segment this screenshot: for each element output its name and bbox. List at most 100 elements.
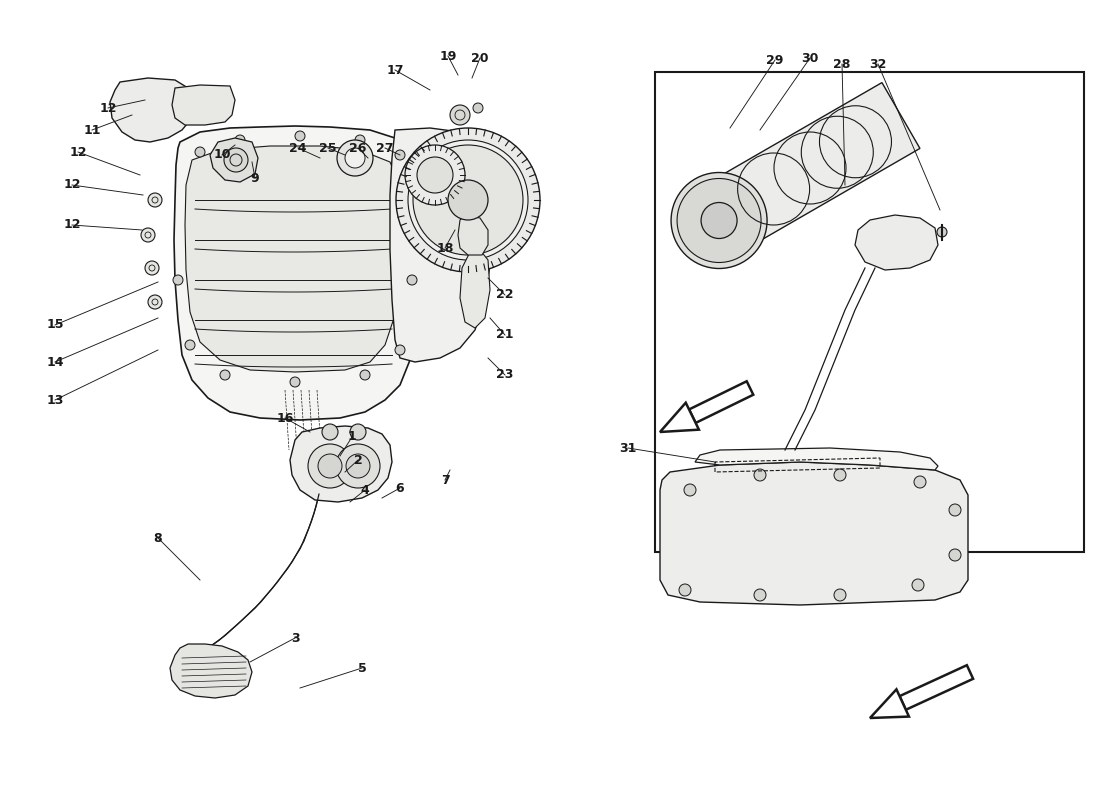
Polygon shape: [660, 462, 968, 605]
Text: 22: 22: [496, 289, 514, 302]
Polygon shape: [170, 644, 252, 698]
Text: 30: 30: [801, 51, 818, 65]
Text: 17: 17: [386, 63, 404, 77]
Polygon shape: [695, 448, 938, 470]
Circle shape: [834, 469, 846, 481]
Circle shape: [195, 147, 205, 157]
Circle shape: [678, 178, 761, 262]
Text: 2: 2: [353, 454, 362, 466]
Text: 28: 28: [834, 58, 850, 70]
Circle shape: [148, 295, 162, 309]
Circle shape: [912, 579, 924, 591]
Text: 12: 12: [64, 218, 80, 231]
Circle shape: [937, 227, 947, 237]
Circle shape: [408, 140, 528, 260]
Text: 27: 27: [376, 142, 394, 154]
Polygon shape: [700, 82, 920, 254]
Text: 8: 8: [154, 531, 163, 545]
Text: 23: 23: [496, 369, 514, 382]
Circle shape: [914, 476, 926, 488]
Circle shape: [671, 173, 767, 269]
Text: 21: 21: [496, 329, 514, 342]
Text: 11: 11: [84, 123, 101, 137]
Circle shape: [355, 135, 365, 145]
Circle shape: [450, 105, 470, 125]
Text: 6: 6: [396, 482, 405, 494]
Text: 26: 26: [350, 142, 366, 154]
Circle shape: [322, 424, 338, 440]
Text: 24: 24: [289, 142, 307, 154]
Text: 13: 13: [46, 394, 64, 406]
Circle shape: [405, 145, 465, 205]
Polygon shape: [290, 426, 392, 502]
Text: 15: 15: [46, 318, 64, 331]
Circle shape: [224, 148, 248, 172]
Text: 5: 5: [358, 662, 366, 674]
Circle shape: [173, 275, 183, 285]
Text: 16: 16: [276, 411, 294, 425]
Circle shape: [308, 444, 352, 488]
Circle shape: [949, 504, 961, 516]
Text: 7: 7: [441, 474, 450, 486]
Circle shape: [185, 340, 195, 350]
Circle shape: [473, 103, 483, 113]
Circle shape: [684, 484, 696, 496]
Circle shape: [701, 202, 737, 238]
Circle shape: [754, 469, 766, 481]
Text: 20: 20: [471, 51, 488, 65]
Circle shape: [407, 275, 417, 285]
Circle shape: [336, 444, 380, 488]
Text: 18: 18: [437, 242, 453, 254]
Circle shape: [141, 228, 155, 242]
Bar: [654, 72, 1084, 552]
Text: 25: 25: [319, 142, 337, 154]
Text: 32: 32: [869, 58, 887, 70]
Circle shape: [395, 345, 405, 355]
Text: 1: 1: [348, 430, 356, 443]
Circle shape: [295, 131, 305, 141]
Text: 29: 29: [767, 54, 783, 66]
Circle shape: [290, 377, 300, 387]
Polygon shape: [870, 690, 909, 718]
Circle shape: [346, 454, 370, 478]
Text: 31: 31: [619, 442, 637, 454]
Text: 12: 12: [69, 146, 87, 158]
Polygon shape: [185, 146, 402, 372]
Polygon shape: [458, 215, 488, 255]
Text: 12: 12: [64, 178, 80, 191]
Circle shape: [350, 424, 366, 440]
Circle shape: [337, 140, 373, 176]
Text: 10: 10: [213, 149, 231, 162]
Polygon shape: [900, 665, 974, 710]
Text: 14: 14: [46, 355, 64, 369]
Circle shape: [145, 261, 160, 275]
Circle shape: [949, 549, 961, 561]
Text: 3: 3: [290, 631, 299, 645]
Text: 9: 9: [251, 171, 260, 185]
Circle shape: [395, 150, 405, 160]
Polygon shape: [110, 78, 195, 142]
Polygon shape: [660, 402, 698, 432]
Polygon shape: [689, 382, 754, 423]
Circle shape: [448, 180, 488, 220]
Circle shape: [235, 135, 245, 145]
Circle shape: [220, 370, 230, 380]
Polygon shape: [855, 215, 938, 270]
Circle shape: [679, 584, 691, 596]
Circle shape: [407, 195, 417, 205]
Circle shape: [360, 370, 370, 380]
Polygon shape: [210, 138, 258, 182]
Circle shape: [412, 145, 522, 255]
Text: 4: 4: [361, 483, 370, 497]
Circle shape: [417, 157, 453, 193]
Circle shape: [834, 589, 846, 601]
Polygon shape: [460, 250, 490, 328]
Text: 12: 12: [99, 102, 117, 114]
Circle shape: [148, 193, 162, 207]
Polygon shape: [172, 85, 235, 125]
Text: 19: 19: [439, 50, 456, 62]
Polygon shape: [174, 126, 418, 420]
Polygon shape: [390, 128, 492, 362]
Circle shape: [345, 148, 365, 168]
Circle shape: [318, 454, 342, 478]
